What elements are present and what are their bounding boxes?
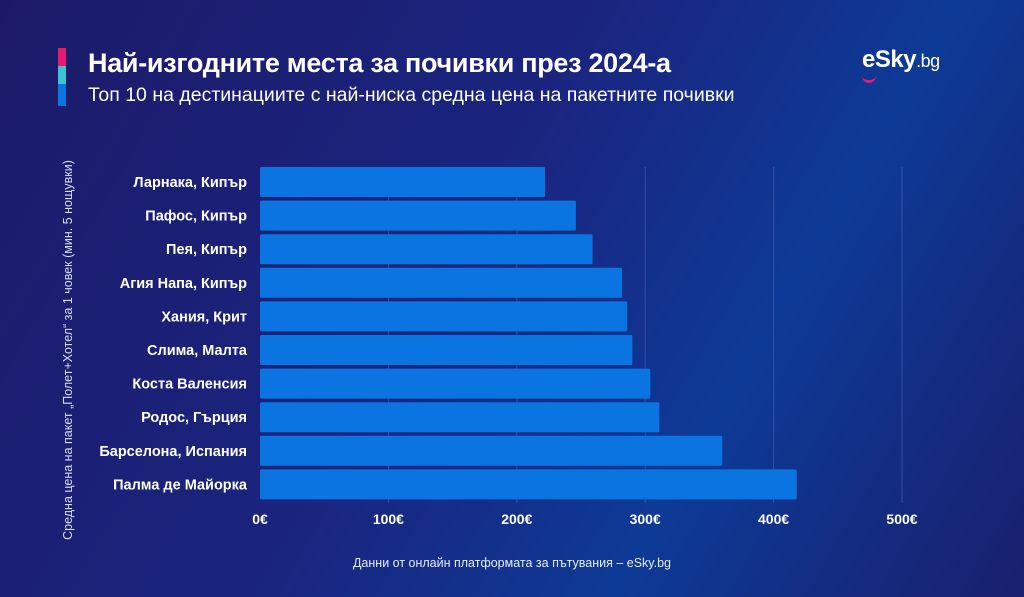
bar [260,368,651,399]
category-label: Хания, Крит [161,309,247,325]
footer-source: Данни от онлайн платформата за пътувания… [0,556,1024,570]
category-label: Коста Валенсия [132,377,247,393]
esky-logo: eSky.bg [862,46,940,74]
bar [260,200,576,231]
category-label: Слима, Малта [147,343,248,359]
chart-subtitle: Топ 10 на дестинациите с най-ниска средн… [88,84,735,106]
bar [260,234,593,265]
bar [260,267,623,298]
bar [260,469,797,500]
logo-main-text: eSky [862,46,917,73]
x-tick-label: 500€ [886,511,917,527]
category-label: Пафос, Кипър [145,209,247,225]
chart-title: Най-изгодните места за почивки през 2024… [88,48,671,78]
accent-bar-blue [58,84,66,106]
x-tick-label: 300€ [630,511,661,527]
bar [260,402,660,433]
x-tick-label: 200€ [501,511,532,527]
accent-bar-cyan [58,66,66,84]
logo-suffix-text: .bg [916,51,940,71]
footer-text: Данни от онлайн платформата за пътувания… [352,556,672,570]
category-label: Агия Напа, Кипър [120,276,247,292]
category-label: Барселона, Испания [99,444,247,460]
bar [260,335,633,365]
x-tick-label: 0€ [252,511,268,527]
logo-swoosh-icon [862,72,876,83]
category-label: Пея, Кипър [166,242,247,258]
category-label: Палма де Майорка [113,477,248,493]
x-tick-label: 400€ [758,511,789,527]
accent-bar-pink [58,48,66,66]
bar [260,435,723,466]
x-tick-label: 100€ [373,511,404,527]
category-label: Родос, Гърция [141,410,247,426]
category-label: Ларнака, Кипър [133,175,247,191]
bar [260,301,628,332]
bar [260,167,546,197]
